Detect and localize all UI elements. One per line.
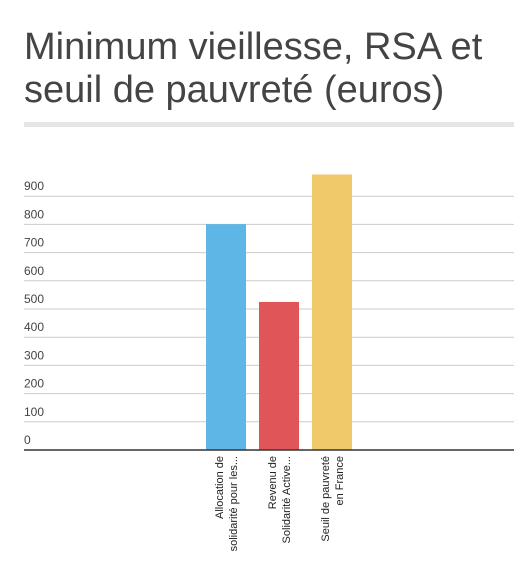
y-tick-label-500: 500 — [24, 292, 44, 306]
x-category-label-1-line-1: Allocation de — [214, 456, 226, 519]
y-tick-label-300: 300 — [24, 348, 44, 362]
y-tick-label-700: 700 — [24, 236, 44, 250]
x-category-label-3-line-2: en France — [334, 456, 346, 506]
title-divider — [24, 122, 514, 127]
chart-title: Minimum vieillesse, RSA et seuil de pauv… — [24, 26, 514, 112]
y-tick-label-600: 600 — [24, 264, 44, 278]
x-category-label-3: Seuil de pauvreté en France — [320, 456, 346, 542]
bar-2 — [259, 301, 299, 450]
y-tick-label-100: 100 — [24, 405, 44, 419]
bar-1 — [206, 224, 246, 450]
chart-title-line-2: seuil de pauvreté (euros) — [24, 69, 445, 111]
y-tick-label-400: 400 — [24, 320, 44, 334]
y-tick-label-800: 800 — [24, 207, 44, 221]
chart-title-line-1: Minimum vieillesse, RSA et — [24, 26, 483, 68]
bar-3 — [312, 174, 352, 450]
y-tick-label-900: 900 — [24, 179, 44, 193]
y-tick-label-200: 200 — [24, 377, 44, 391]
x-category-label-3-line-1: Seuil de pauvreté — [320, 456, 332, 542]
x-category-label-2-line-2: Solidarité Active... — [281, 456, 293, 543]
x-category-label-1-line-2: solidarité pour les... — [228, 456, 240, 551]
x-category-label-2-line-1: Revenu de — [267, 456, 279, 509]
x-category-label-2: Revenu de Solidarité Active... — [267, 456, 293, 543]
x-category-label-1: Allocation de solidarité pour les... — [214, 456, 240, 551]
y-tick-label-0: 0 — [24, 433, 31, 447]
